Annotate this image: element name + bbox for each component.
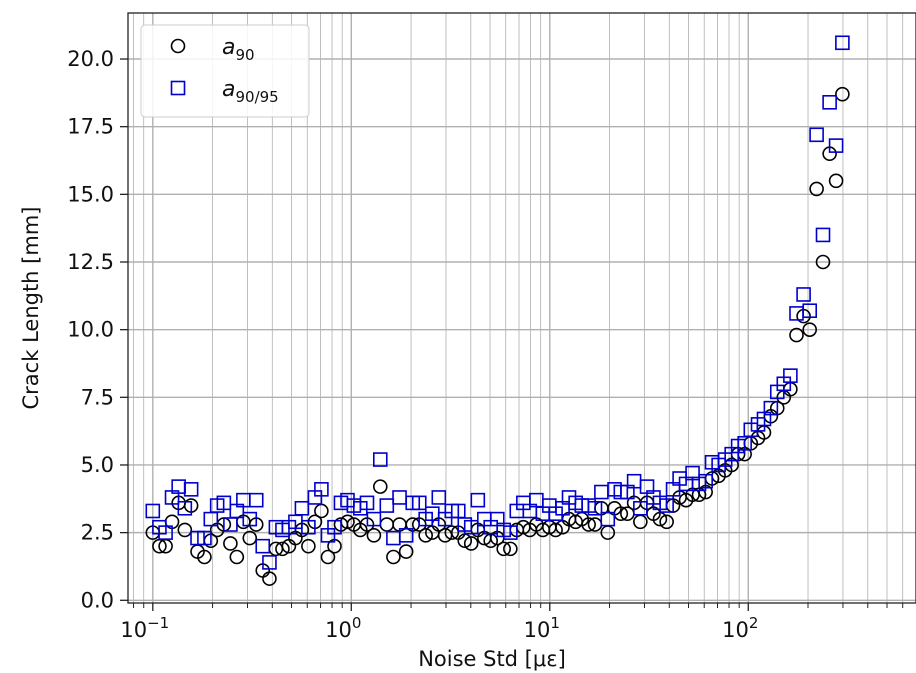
series-a90 (145, 86, 850, 586)
data-point-a90-95 (809, 127, 824, 143)
y-tick-label: 15.0 (67, 182, 114, 206)
data-point-a90-95 (796, 287, 811, 302)
data-point-a90-95 (314, 482, 329, 497)
data-point-a90 (802, 322, 818, 337)
data-point-a90-95 (372, 452, 388, 467)
data-point-a90 (275, 541, 290, 557)
y-tick-label: 5.0 (81, 453, 114, 477)
data-point-a90 (177, 522, 193, 538)
data-point-a90 (398, 544, 414, 559)
x-tick-labels: 10−1 100 101 102 (120, 614, 758, 642)
data-point-a90 (789, 327, 804, 343)
y-axis-label: Crack Length [mm] (19, 207, 43, 410)
series-a90-95 (145, 35, 850, 570)
data-point-a90-95 (659, 498, 674, 513)
x-tick-label: 101 (524, 614, 560, 642)
data-point-a90 (372, 479, 388, 494)
data-point-a90 (503, 541, 518, 557)
data-point-a90 (197, 549, 212, 565)
data-point-a90-95 (600, 511, 616, 527)
data-point-a90-95 (822, 95, 837, 110)
tick-marks (120, 58, 904, 611)
x-tick-label: 102 (722, 614, 758, 642)
data-point-a90-95 (262, 555, 277, 570)
x-axis-label: Noise Std [με] (418, 647, 566, 671)
y-tick-labels: 0.0 2.5 5.0 7.5 10.0 12.5 15.0 17.5 20.0 (67, 47, 114, 612)
data-point-a90-95 (366, 511, 382, 527)
y-tick-label: 12.5 (67, 250, 114, 274)
data-point-a90 (463, 536, 479, 551)
data-point-a90 (386, 549, 401, 565)
data-point-a90-95 (158, 525, 173, 540)
data-point-a90 (301, 538, 316, 554)
data-point-a90-95 (379, 498, 395, 513)
data-point-a90-95 (242, 511, 258, 527)
plot-frame (127, 12, 916, 604)
legend: a90 a90/95 (140, 24, 310, 118)
y-tick-label: 2.5 (81, 521, 114, 545)
data-point-a90 (496, 541, 512, 557)
data-point-a90 (659, 514, 674, 530)
y-tick-label: 10.0 (67, 318, 114, 342)
data-point-a90-95 (359, 495, 375, 511)
data-point-a90-95 (216, 495, 232, 511)
y-tick-label: 17.5 (67, 115, 114, 139)
data-point-a90-95 (145, 503, 161, 519)
series-layer (145, 35, 850, 586)
data-point-a90 (366, 528, 382, 543)
data-point-a90-95 (431, 490, 447, 505)
data-point-a90-95 (587, 500, 603, 516)
data-point-a90 (815, 254, 831, 270)
data-point-a90-95 (177, 500, 193, 516)
y-tick-label: 20.0 (67, 47, 114, 71)
data-point-a90-95 (463, 519, 479, 535)
data-point-a90 (223, 536, 238, 551)
data-point-a90 (835, 86, 850, 102)
y-tick-label: 7.5 (81, 385, 114, 409)
legend-label: a90/95 (222, 77, 279, 106)
data-point-a90 (262, 571, 277, 586)
data-point-a90 (320, 549, 336, 565)
legend-label: a90 (222, 35, 255, 64)
data-point-a90-95 (763, 400, 779, 416)
data-point-a90-95 (633, 500, 648, 516)
data-point-a90-95 (327, 519, 342, 535)
data-point-a90-95 (294, 500, 310, 516)
legend-marker-square (170, 80, 186, 96)
x-tick-label: 100 (325, 614, 361, 642)
data-point-a90 (828, 173, 844, 189)
data-point-a90 (418, 528, 433, 543)
legend-marker-circle (170, 38, 186, 54)
data-point-a90-95 (197, 530, 212, 546)
data-point-a90-95 (503, 525, 518, 540)
data-point-a90-95 (828, 138, 844, 153)
data-point-a90-95 (815, 227, 831, 243)
data-point-a90-95 (255, 538, 271, 554)
data-point-a90-95 (398, 528, 414, 543)
data-point-a90-95 (301, 519, 316, 535)
y-tick-label: 0.0 (81, 588, 114, 612)
data-point-a90-95 (802, 303, 818, 319)
data-point-a90 (581, 517, 596, 532)
data-point-a90 (548, 522, 563, 538)
x-tick-label: 10−1 (120, 614, 169, 642)
data-point-a90-95 (411, 495, 427, 511)
data-point-a90-95 (783, 368, 798, 383)
data-point-a90-95 (470, 492, 486, 508)
data-point-a90-95 (835, 35, 850, 51)
data-point-a90-95 (248, 492, 264, 508)
data-point-a90 (242, 530, 258, 546)
data-point-a90 (229, 549, 245, 565)
data-point-a90-95 (698, 473, 713, 489)
data-point-a90 (809, 181, 824, 197)
data-point-a90-95 (183, 482, 199, 497)
